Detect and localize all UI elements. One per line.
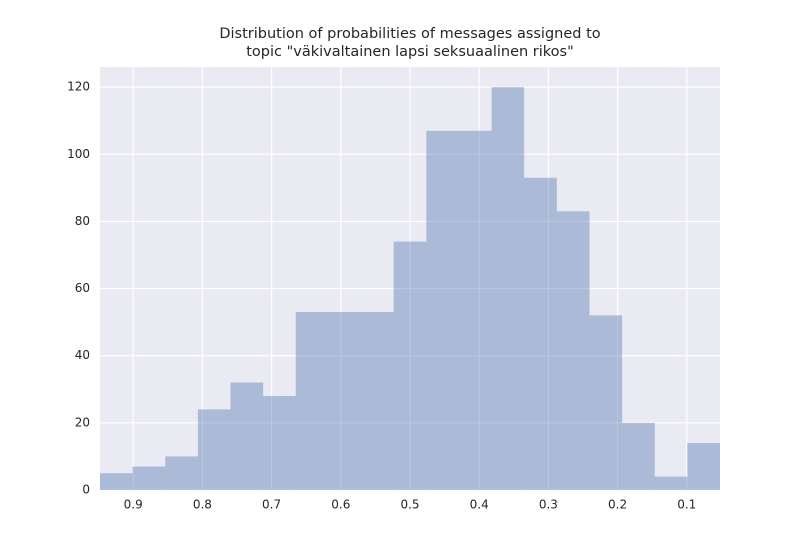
y-tick-label: 80 [75, 214, 90, 228]
bar [556, 211, 590, 490]
bar [458, 130, 492, 491]
x-tick-label: 0.6 [331, 498, 350, 512]
bar [622, 422, 655, 490]
x-tick-label: 0.4 [470, 498, 489, 512]
chart-title: Distribution of probabilities of message… [219, 26, 600, 42]
x-tick-label: 0.7 [262, 498, 281, 512]
bar [524, 177, 557, 491]
y-tick-label: 0 [82, 483, 90, 497]
x-tick-label: 0.2 [608, 498, 627, 512]
x-tick-label: 0.8 [193, 498, 212, 512]
bar [197, 409, 231, 490]
y-tick-label: 100 [67, 147, 90, 161]
x-tick-label: 0.9 [124, 498, 143, 512]
y-tick-label: 120 [67, 80, 90, 94]
bar [263, 396, 296, 490]
chart-title: topic "väkivaltainen lapsi seksuaalinen … [246, 44, 574, 60]
x-tick-label: 0.5 [400, 498, 419, 512]
bar [426, 130, 459, 491]
bar [295, 312, 329, 490]
bar [230, 382, 264, 490]
bar [393, 241, 427, 490]
bar [165, 456, 198, 490]
bar [491, 87, 525, 491]
bar [100, 473, 133, 490]
bar [361, 312, 394, 490]
y-tick-label: 40 [75, 348, 90, 362]
bar [687, 443, 720, 490]
bar [132, 466, 166, 490]
y-tick-label: 60 [75, 281, 90, 295]
bar [589, 315, 623, 490]
x-tick-label: 0.1 [677, 498, 696, 512]
bar [654, 476, 688, 490]
x-tick-label: 0.3 [539, 498, 558, 512]
y-tick-label: 20 [75, 415, 90, 429]
bar [328, 312, 362, 490]
